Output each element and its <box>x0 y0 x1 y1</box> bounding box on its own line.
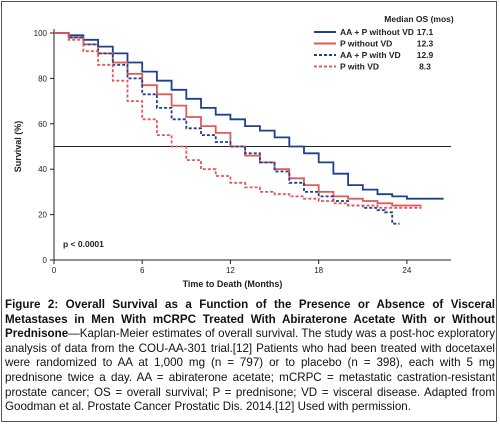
y-tick-label: 100 <box>34 29 48 38</box>
legend-label: AA + P with VD <box>340 50 401 60</box>
x-tick-label: 12 <box>226 266 235 275</box>
x-tick-label: 6 <box>140 266 145 275</box>
y-tick-label: 0 <box>43 256 48 265</box>
y-tick-label: 20 <box>38 211 47 220</box>
legend-label: AA + P without VD <box>340 27 414 37</box>
series-line-2 <box>54 32 422 207</box>
legend-median-value: 12.3 <box>417 39 434 49</box>
legend-header: Median OS (mos) <box>384 14 454 24</box>
caption-title: Figure 2: Overall Survival as a Function… <box>5 298 495 341</box>
y-tick-label: 40 <box>38 165 47 174</box>
series-layer <box>54 32 444 225</box>
axes-layer: 0 20 40 60 80 100 0 6 12 18 24 <box>34 29 451 275</box>
series-line-4 <box>54 32 422 209</box>
figure-caption: Figure 2: Overall Survival as a Function… <box>5 298 495 415</box>
legend-label: P without VD <box>340 39 392 49</box>
km-chart: 0 20 40 60 80 100 0 6 12 18 24 AA + P without VD 17… <box>13 14 454 289</box>
series-line-1 <box>54 32 444 200</box>
y-tick-label: 80 <box>38 74 47 83</box>
p-value-annotation: p < 0.0001 <box>63 239 104 249</box>
legend: AA + P without VD 17.1 P without VD 12.3 AA … <box>314 27 434 72</box>
y-axis-label: Survival (%) <box>13 121 23 173</box>
legend-median-value: 12.9 <box>417 50 434 60</box>
y-tick-label: 60 <box>38 120 47 129</box>
x-tick-label: 24 <box>402 266 411 275</box>
series-line-3 <box>54 32 400 225</box>
x-axis-label: Time to Death (Months) <box>183 279 283 289</box>
legend-median-value: 8.3 <box>419 62 431 72</box>
caption-text: —Kaplan-Meier estimates of overall survi… <box>5 327 495 414</box>
x-tick-label: 0 <box>52 266 57 275</box>
legend-median-value: 17.1 <box>417 27 434 37</box>
x-tick-label: 18 <box>314 266 323 275</box>
legend-label: P with VD <box>340 62 379 72</box>
